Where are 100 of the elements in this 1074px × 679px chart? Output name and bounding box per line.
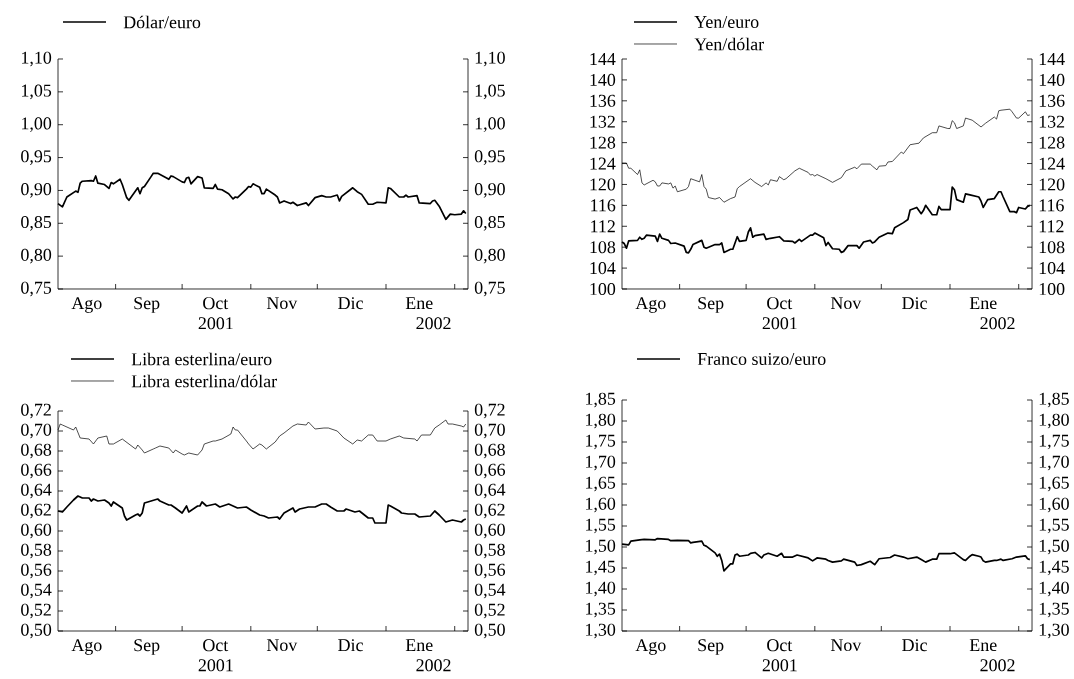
x-tick-label: Oct bbox=[203, 639, 229, 652]
y2-tick-label: 0,75 bbox=[474, 281, 505, 297]
y2-tick-label: 1,85 bbox=[1039, 392, 1069, 408]
legend-label: Yen/dólar bbox=[694, 37, 764, 51]
y-tick-label: 140 bbox=[590, 73, 616, 86]
y-tick-label: 124 bbox=[590, 157, 616, 170]
x-tick-label: Sep bbox=[698, 297, 724, 313]
y-tick-label: 1,60 bbox=[586, 497, 616, 513]
text: 2002 bbox=[416, 659, 451, 672]
x-tick-label: Oct bbox=[767, 639, 793, 652]
y2-tick-label: 120 bbox=[1039, 178, 1065, 191]
y2-tick-label: 104 bbox=[1039, 262, 1065, 275]
y2-tick-label: 1,35 bbox=[1039, 602, 1069, 618]
y-tick-label: 136 bbox=[590, 94, 616, 107]
y-tick-label: 1,35 bbox=[586, 602, 616, 618]
y-tick-label: 0,64 bbox=[21, 483, 52, 499]
y-tick-label: 0,85 bbox=[21, 215, 52, 231]
y-tick-label: 132 bbox=[590, 115, 615, 128]
y-tick-label: 0,62 bbox=[21, 503, 51, 519]
y2-tick-label: 128 bbox=[1039, 136, 1065, 149]
y-tick-label: 1,70 bbox=[586, 455, 616, 471]
text: 2002 bbox=[980, 659, 1015, 672]
y-tick-label: 116 bbox=[591, 199, 616, 212]
y2-tick-label: 124 bbox=[1039, 157, 1065, 170]
y-tick-label: 1,65 bbox=[586, 476, 616, 492]
y-tick-label: 0,60 bbox=[21, 523, 52, 539]
y2-tick-label: 0,72 bbox=[474, 403, 505, 419]
x-tick-label: Nov bbox=[830, 297, 862, 310]
x-tick-label: Ene bbox=[969, 297, 997, 310]
text: 2001 bbox=[762, 659, 797, 672]
y-tick-label: 0,50 bbox=[21, 623, 52, 639]
y2-tick-label: 1,05 bbox=[475, 84, 505, 100]
text: 2001 bbox=[198, 317, 233, 330]
x-tick-label: Sep bbox=[134, 639, 160, 655]
x-tick-label: Ene bbox=[405, 639, 433, 652]
y2-tick-label: 0,62 bbox=[474, 503, 505, 519]
legend-label: Yen/euro bbox=[694, 15, 759, 28]
y2-tick-label: 1,30 bbox=[1039, 623, 1069, 639]
text: 2002 bbox=[980, 317, 1015, 330]
x-tick-label: Sep bbox=[698, 639, 724, 655]
y2-tick-label: 0,68 bbox=[474, 443, 505, 459]
x-tick-label: Ene bbox=[969, 639, 997, 652]
y-tick-label: 0,68 bbox=[21, 443, 52, 459]
y-tick-label: 1,85 bbox=[586, 392, 616, 408]
y-tick-label: 144 bbox=[590, 53, 616, 65]
x-tick-label: Ago bbox=[635, 297, 666, 313]
y2-tick-label: 0,95 bbox=[474, 150, 505, 165]
y2-tick-label: 116 bbox=[1039, 199, 1064, 212]
y2-tick-label: 1,40 bbox=[1039, 581, 1069, 597]
y-tick-label: 104 bbox=[590, 262, 616, 275]
legend-label: Dólar/euro bbox=[123, 15, 201, 29]
x-tick-label: Dic bbox=[902, 639, 927, 652]
y2-tick-label: 1,50 bbox=[1039, 539, 1069, 555]
text: 2001 bbox=[198, 659, 233, 672]
y2-tick-label: 108 bbox=[1039, 241, 1065, 254]
y2-tick-label: 1,10 bbox=[475, 51, 505, 67]
y2-tick-label: 0,64 bbox=[474, 483, 506, 499]
y2-tick-label: 1,55 bbox=[1039, 518, 1069, 534]
y2-tick-label: 0,56 bbox=[474, 563, 506, 579]
y2-tick-label: 0,54 bbox=[474, 583, 506, 599]
y2-tick-label: 136 bbox=[1039, 94, 1065, 107]
y-tick-label: 0,90 bbox=[21, 183, 52, 198]
x-tick-label: Nov bbox=[830, 639, 862, 652]
y-tick-label: 0,56 bbox=[21, 563, 52, 579]
y2-tick-label: 1,70 bbox=[1039, 455, 1069, 471]
y-tick-label: 0,52 bbox=[21, 603, 51, 619]
x-tick-label: Nov bbox=[266, 639, 298, 652]
y2-tick-label: 0,80 bbox=[474, 248, 505, 264]
y2-tick-label: 1,45 bbox=[1039, 560, 1069, 576]
text: 2002 bbox=[416, 317, 451, 330]
y-tick-label: 1,80 bbox=[586, 413, 616, 429]
y-tick-label: 112 bbox=[591, 220, 615, 233]
y2-tick-label: 1,80 bbox=[1039, 413, 1069, 429]
y-tick-label: 0,54 bbox=[21, 583, 52, 599]
y-tick-label: 100 bbox=[590, 282, 616, 296]
y2-tick-label: 1,75 bbox=[1039, 434, 1069, 450]
y-tick-label: 0,66 bbox=[21, 463, 52, 479]
legend-label: Franco suizo/euro bbox=[697, 352, 826, 366]
x-tick-label: Oct bbox=[203, 297, 229, 310]
y-tick-label: 120 bbox=[590, 178, 616, 191]
y-tick-label: 0,80 bbox=[21, 248, 52, 264]
y-tick-label: 1,05 bbox=[22, 84, 52, 100]
y2-tick-label: 0,85 bbox=[474, 215, 505, 231]
x-tick-label: Dic bbox=[902, 297, 927, 310]
y2-tick-label: 0,66 bbox=[474, 463, 506, 479]
x-tick-label: Ago bbox=[635, 639, 666, 655]
y-tick-label: 1,40 bbox=[586, 581, 616, 597]
y-tick-label: 1,55 bbox=[586, 518, 616, 534]
y2-tick-label: 112 bbox=[1039, 220, 1064, 233]
legend-label: Libra esterlina/dólar bbox=[131, 374, 277, 388]
legend-label: Libra esterlina/euro bbox=[131, 352, 272, 366]
y-tick-label: 1,50 bbox=[586, 539, 616, 555]
y2-tick-label: 1,60 bbox=[1039, 497, 1069, 513]
y2-tick-label: 144 bbox=[1039, 53, 1065, 65]
y-tick-label: 128 bbox=[590, 136, 616, 149]
y-tick-label: 1,10 bbox=[22, 51, 52, 67]
y-tick-label: 0,70 bbox=[21, 423, 52, 439]
x-tick-label: Ago bbox=[71, 639, 102, 655]
y-tick-label: 0,75 bbox=[21, 281, 52, 297]
x-tick-label: Ene bbox=[405, 297, 433, 310]
